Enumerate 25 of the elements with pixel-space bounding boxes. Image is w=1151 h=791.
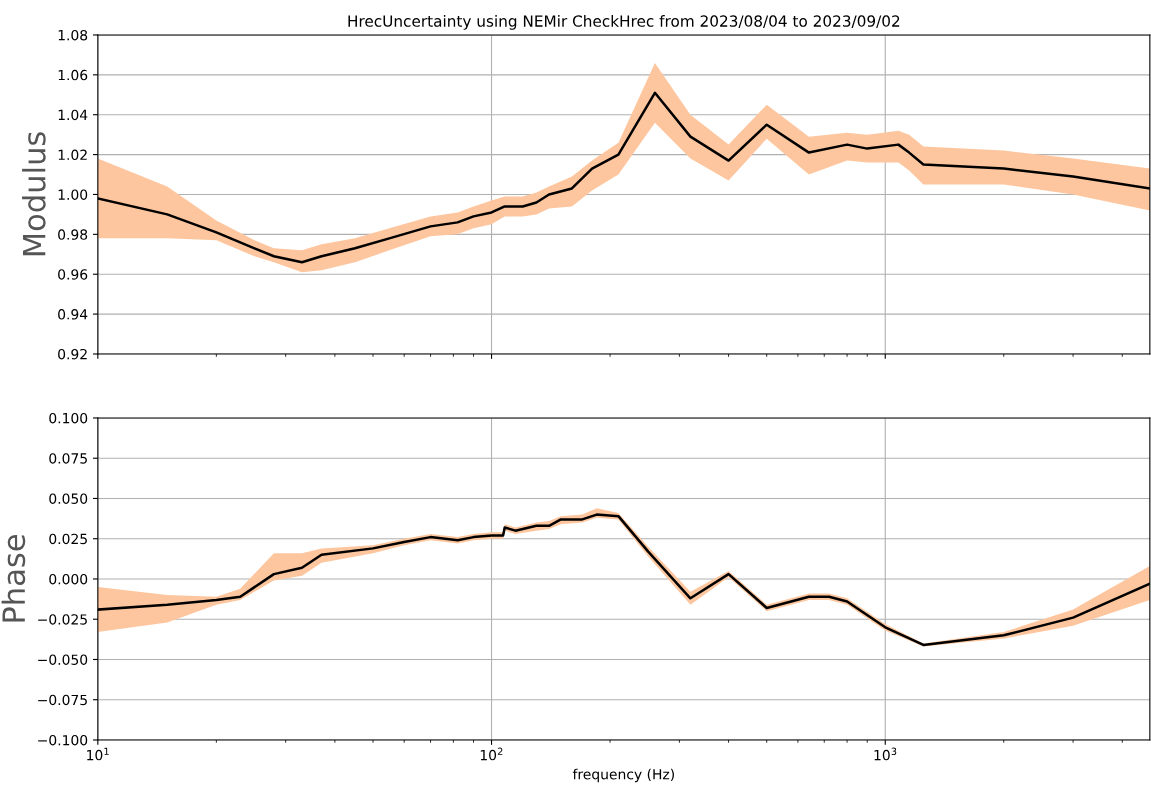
y-tick-label: 0.025 [49,533,87,545]
y-axis-title: Modulus [22,132,46,256]
y-tick-label: −0.025 [38,614,87,625]
y-tick-label: 0.96 [58,269,88,280]
x-tick-label: 10$^{3}$ [874,747,897,761]
y-tick-label: −0.100 [38,734,88,746]
y-tick-label: 1.02 [58,149,87,161]
y-tick-label: 1.06 [58,69,88,81]
y-tick-label: 1.08 [58,29,88,41]
y-tick-label: 0.000 [49,573,88,585]
x-tick-label: 10$^{2}$ [480,747,503,761]
y-tick-label: 1.04 [58,109,88,121]
y-tick-label: 0.94 [58,309,88,320]
y-tick-label: −0.075 [38,694,87,706]
y-tick-label: 0.100 [49,412,88,424]
y-axis-title: Phase [1,534,26,622]
y-tick-label: 0.075 [49,453,87,464]
y-tick-label: −0.050 [38,654,88,665]
y-tick-label: 1.00 [58,189,88,200]
y-tick-label: 0.98 [58,229,88,240]
x-axis-title: frequency (Hz) [572,768,674,783]
chart-title: HrecUncertainty using NEMir CheckHrec from 2023/08/04 to 2023/09/02 [348,15,900,30]
y-tick-label: 0.92 [58,348,87,360]
y-tick-label: 0.050 [49,493,88,504]
x-tick-label: 10$^{1}$ [87,747,109,761]
